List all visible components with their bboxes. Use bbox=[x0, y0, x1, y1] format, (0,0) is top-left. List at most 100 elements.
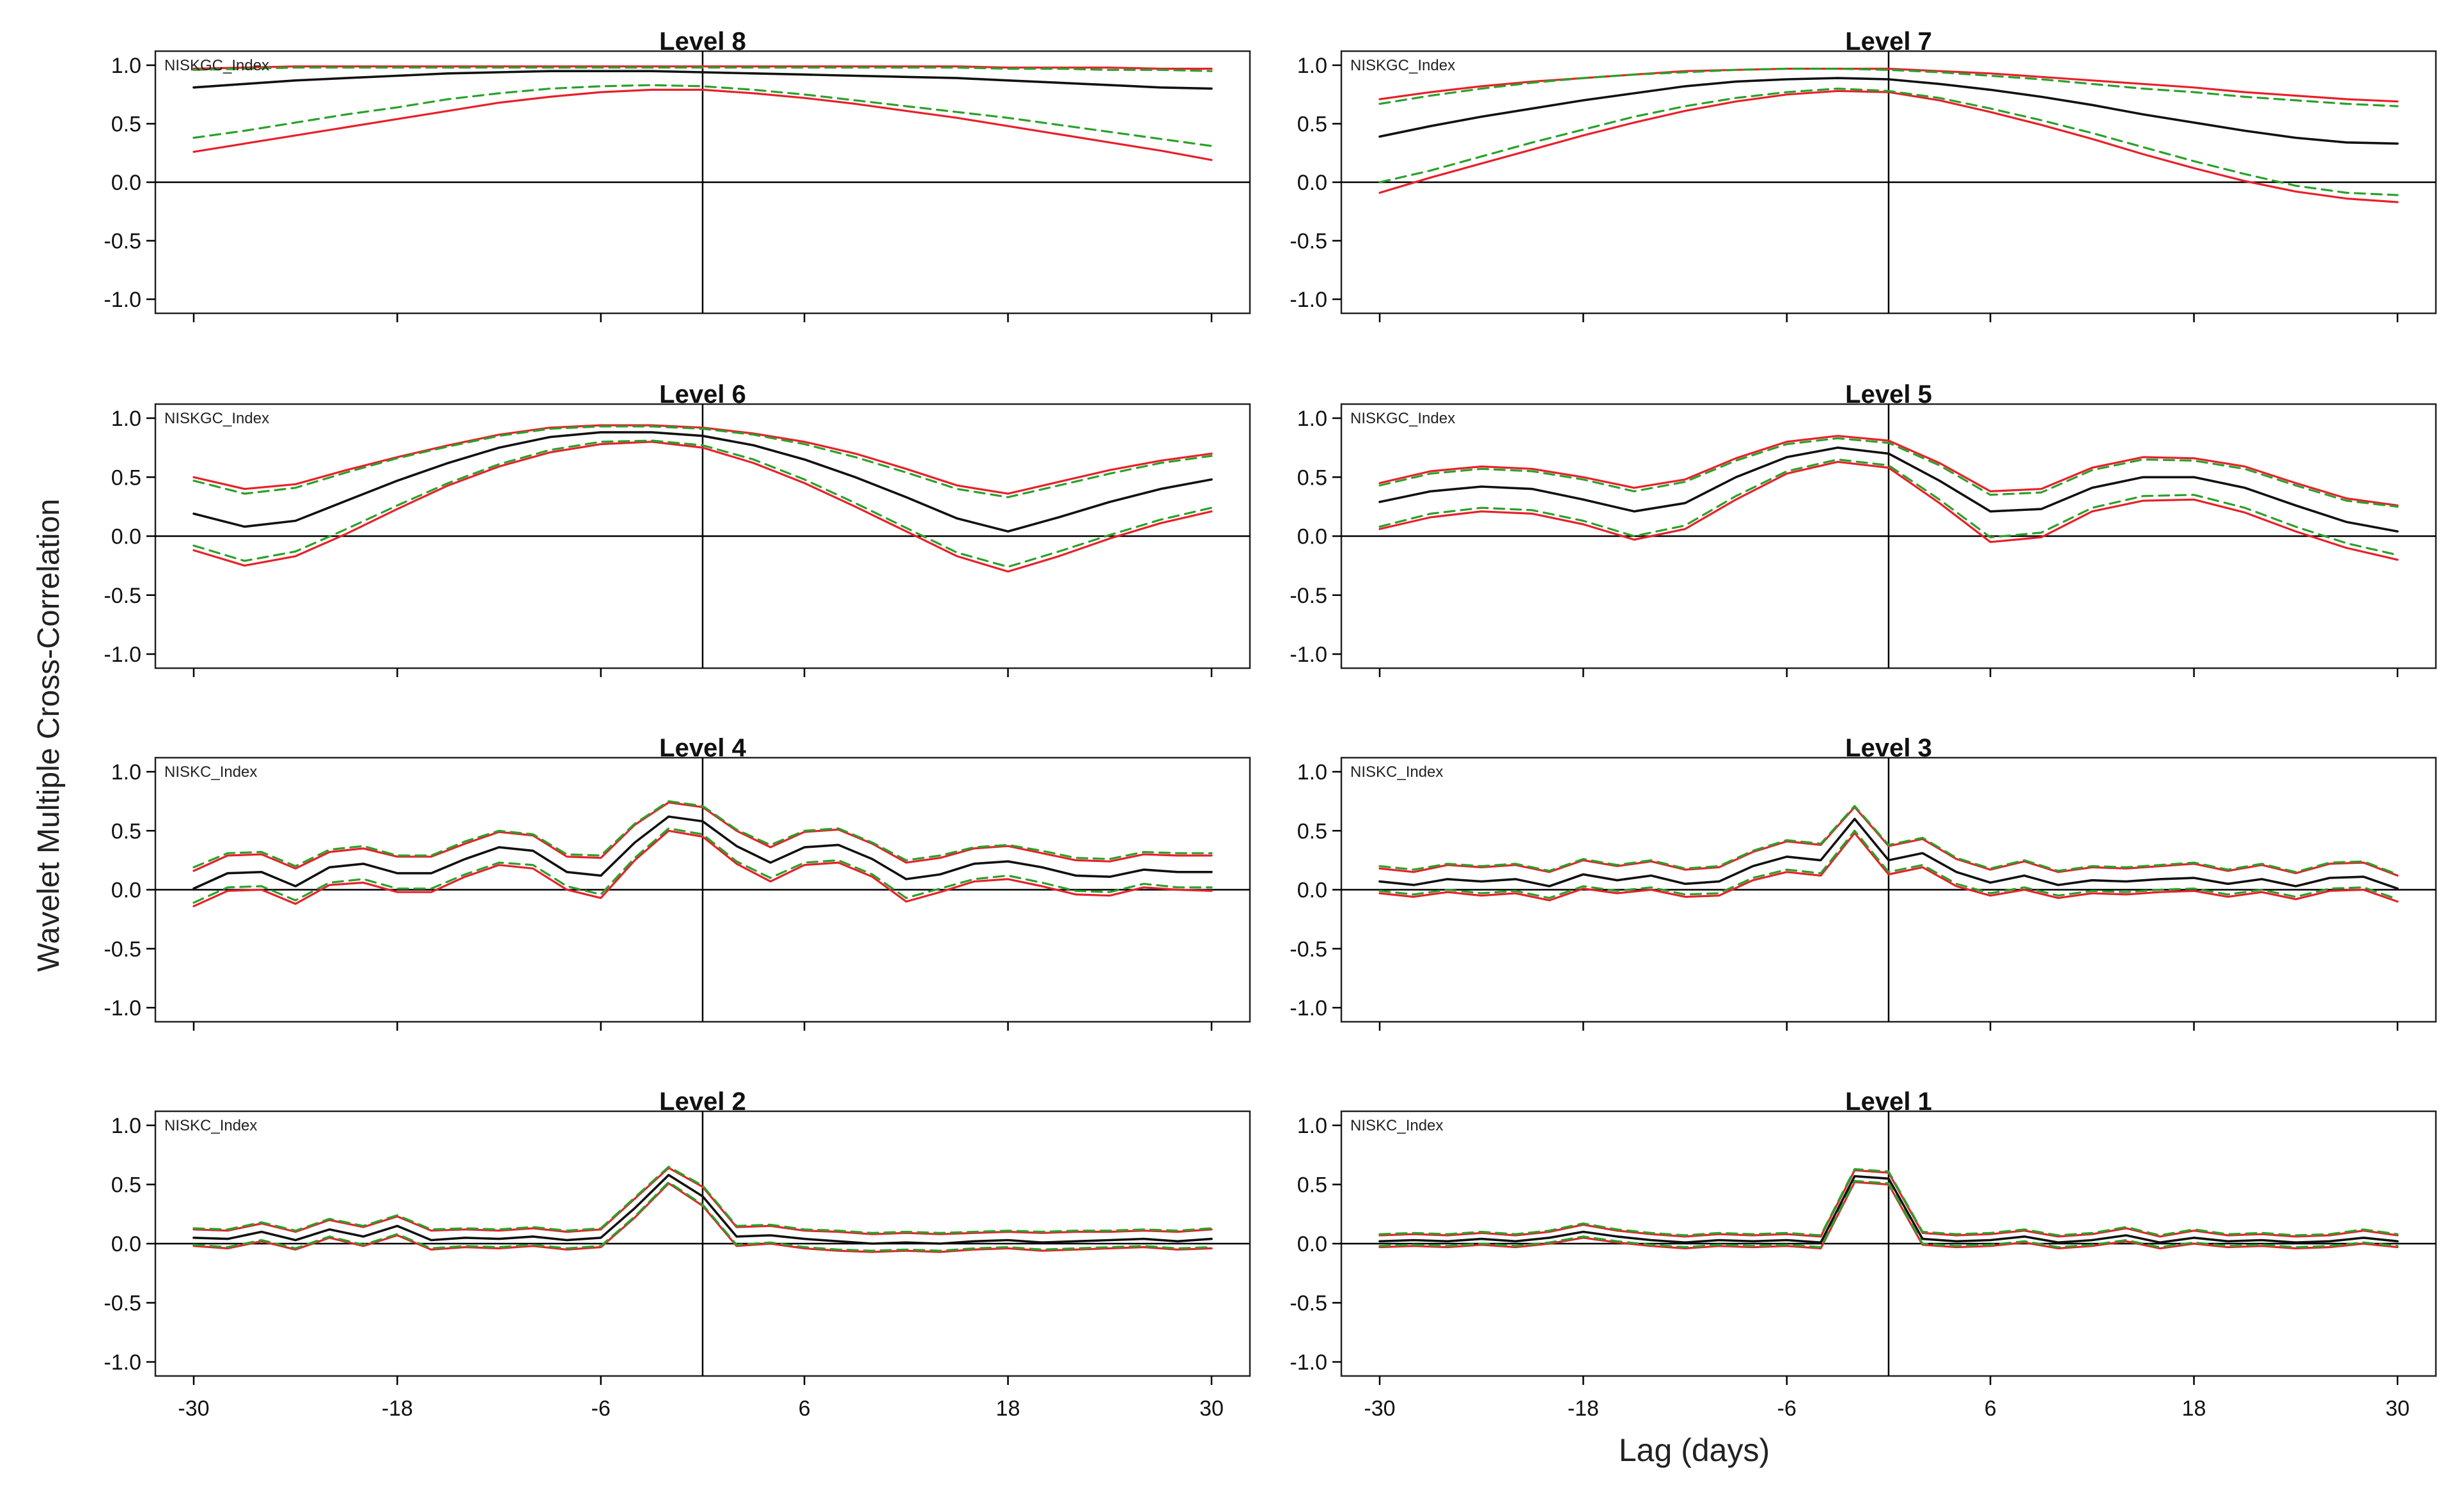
y-tick-label: 0.0 bbox=[1297, 1232, 1327, 1256]
y-tick-label: -0.5 bbox=[1290, 1292, 1327, 1316]
x-tick-label: 18 bbox=[2182, 1396, 2206, 1421]
panel-level-3: -1.0 -0.5 0.0 0.5 1.0 Level 3 NISKC_Index bbox=[1290, 734, 2437, 1031]
y-tick-label: -1.0 bbox=[104, 1350, 141, 1375]
y-tick-label: -0.5 bbox=[104, 937, 141, 962]
series-lower-ci-alt bbox=[1378, 88, 2399, 196]
panel-title: Level 3 bbox=[1845, 734, 1932, 762]
x-tick-label: 30 bbox=[2385, 1396, 2410, 1421]
y-tick-label: 0.5 bbox=[1297, 113, 1327, 137]
y-tick-label: -0.5 bbox=[1290, 230, 1327, 254]
x-tick-label: -18 bbox=[382, 1396, 413, 1421]
y-tick-label: 0.5 bbox=[1297, 1173, 1327, 1198]
series-WMCC bbox=[192, 1173, 1213, 1245]
x-tick-label: 18 bbox=[996, 1396, 1020, 1421]
panel-title: Level 6 bbox=[659, 380, 746, 409]
x-tick-label: -6 bbox=[591, 1396, 611, 1421]
y-tick-label: -0.5 bbox=[1290, 937, 1327, 962]
y-tick-label: 0.0 bbox=[1297, 879, 1327, 903]
series-upper-ci bbox=[1378, 806, 2399, 877]
series-WMCC bbox=[1378, 77, 2399, 145]
legend-label: NISKGC_Index bbox=[164, 57, 269, 74]
y-tick-label: 0.5 bbox=[1297, 465, 1327, 490]
series-lower-ci-alt bbox=[192, 439, 1213, 568]
legend-label: NISKGC_Index bbox=[1350, 410, 1455, 427]
y-tick-label: 0.5 bbox=[111, 465, 141, 490]
x-tick-label: -30 bbox=[178, 1396, 209, 1421]
y-tick-label: 0.0 bbox=[111, 171, 141, 195]
x-tick-label: -30 bbox=[1364, 1396, 1395, 1421]
series-WMCC bbox=[192, 70, 1213, 90]
y-tick-label: -0.5 bbox=[104, 584, 141, 608]
y-tick-label: 0.5 bbox=[1297, 819, 1327, 843]
series-upper-ci bbox=[1378, 435, 2399, 507]
series-lower-ci bbox=[1378, 90, 2399, 203]
panel-level-6: -1.0 -0.5 0.0 0.5 1.0 Level 6 NISKGC_Index bbox=[104, 380, 1251, 677]
series-lower-ci-alt bbox=[1378, 458, 2399, 556]
panel-level-2: -1.0 -0.5 0.0 0.5 1.0 -30 -18 -6 6 18 30 Level 2 NIS… bbox=[104, 1088, 1251, 1421]
panel-level-7: -1.0 -0.5 0.0 0.5 1.0 Level 7 NISKGC_Index bbox=[1290, 27, 2437, 322]
y-tick-label: 1.0 bbox=[111, 760, 141, 785]
series-upper-ci bbox=[192, 424, 1213, 495]
series-WMCC bbox=[1378, 446, 2399, 533]
series-upper-ci bbox=[192, 1166, 1213, 1235]
legend-label: NISKC_Index bbox=[1350, 763, 1443, 781]
y-tick-label: 1.0 bbox=[1297, 760, 1327, 785]
y-tick-label: 0.0 bbox=[111, 879, 141, 903]
series-upper-ci-alt bbox=[1378, 67, 2399, 107]
series-upper-ci bbox=[192, 65, 1213, 70]
x-tick-label: 30 bbox=[1199, 1396, 1224, 1421]
y-tick-label: 0.5 bbox=[111, 113, 141, 137]
series-lower-ci bbox=[1378, 460, 2399, 561]
series-WMCC bbox=[192, 815, 1213, 890]
series-lower-ci-alt bbox=[1378, 829, 2399, 900]
panel-level-1: -1.0 -0.5 0.0 0.5 1.0 -30 -18 -6 6 18 30 Level 1 NIS… bbox=[1290, 1088, 2437, 1421]
panel-title: Level 2 bbox=[659, 1088, 746, 1116]
y-tick-label: -0.5 bbox=[1290, 584, 1327, 608]
y-tick-label: 0.5 bbox=[111, 819, 141, 843]
x-tick-label: -6 bbox=[1777, 1396, 1797, 1421]
x-tick-label: -18 bbox=[1568, 1396, 1599, 1421]
y-tick-label: -1.0 bbox=[104, 288, 141, 312]
x-axis-title: Lag (days) bbox=[1619, 1432, 1770, 1468]
y-tick-label: 1.0 bbox=[111, 54, 141, 78]
panel-title: Level 5 bbox=[1845, 380, 1932, 409]
series-upper-ci-alt bbox=[192, 425, 1213, 499]
series-lower-ci bbox=[192, 88, 1213, 161]
series-upper-ci-alt bbox=[192, 1166, 1213, 1234]
legend-label: NISKC_Index bbox=[164, 1117, 257, 1134]
panels-group: -1.0 -0.5 0.0 0.5 1.0 Level 8 NISKGC_Index -1.0… bbox=[104, 27, 2437, 1421]
y-tick-label: -1.0 bbox=[1290, 643, 1327, 667]
y-tick-label: 0.0 bbox=[111, 1232, 141, 1256]
y-tick-label: -1.0 bbox=[1290, 996, 1327, 1020]
series-WMCC bbox=[1378, 818, 2399, 890]
series-lower-ci-alt bbox=[1378, 1180, 2399, 1249]
panel-level-5: -1.0 -0.5 0.0 0.5 1.0 Level 5 NISKGC_Index bbox=[1290, 380, 2437, 677]
legend-label: NISKGC_Index bbox=[1350, 57, 1455, 74]
y-tick-label: -1.0 bbox=[1290, 288, 1327, 312]
panel-title: Level 4 bbox=[659, 734, 746, 762]
series-WMCC bbox=[192, 431, 1213, 533]
panel-title: Level 1 bbox=[1845, 1088, 1932, 1116]
panel-level-8: -1.0 -0.5 0.0 0.5 1.0 Level 8 NISKGC_Index bbox=[104, 27, 1251, 322]
y-tick-label: -1.0 bbox=[104, 643, 141, 667]
y-tick-label: 1.0 bbox=[111, 1114, 141, 1138]
y-tick-label: -1.0 bbox=[1290, 1350, 1327, 1375]
legend-label: NISKGC_Index bbox=[164, 410, 269, 427]
y-tick-label: 1.0 bbox=[111, 407, 141, 431]
x-tick-label: 6 bbox=[799, 1396, 811, 1421]
y-tick-label: 0.5 bbox=[111, 1173, 141, 1198]
y-tick-label: 0.0 bbox=[1297, 171, 1327, 195]
panel-level-4: -1.0 -0.5 0.0 0.5 1.0 Level 4 NISKC_Index bbox=[104, 734, 1251, 1031]
y-tick-label: 0.0 bbox=[1297, 525, 1327, 549]
panel-title: Level 8 bbox=[659, 27, 746, 56]
series-lower-ci bbox=[192, 441, 1213, 573]
series-upper-ci-alt bbox=[192, 66, 1213, 72]
y-axis-title: Wavelet Multiple Cross-Correlation bbox=[32, 499, 66, 972]
series-upper-ci-alt bbox=[1378, 437, 2399, 508]
series-upper-ci-alt bbox=[192, 800, 1213, 869]
series-lower-ci-alt bbox=[192, 84, 1213, 147]
y-tick-label: -1.0 bbox=[104, 996, 141, 1020]
panel-title: Level 7 bbox=[1845, 27, 1932, 56]
x-tick-label: 6 bbox=[1984, 1396, 1997, 1421]
